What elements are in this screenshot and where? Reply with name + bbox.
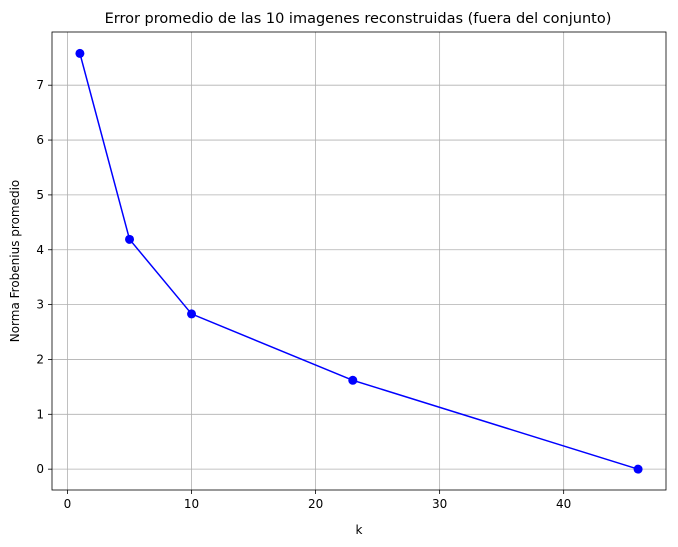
y-tick-label: 0 [36,462,44,476]
x-tick-label: 10 [184,497,199,511]
y-axis-label: Norma Frobenius promedio [8,180,22,343]
y-tick-label: 5 [36,188,44,202]
data-point [187,309,197,319]
chart-title: Error promedio de las 10 imagenes recons… [105,11,612,27]
x-tick-label: 20 [308,497,323,511]
plot-frame [51,31,667,491]
grid [52,32,666,490]
y-tick-label: 2 [36,352,44,366]
y-tick-label: 4 [36,243,44,257]
x-axis-ticks: 0 10 20 30 40 [64,490,571,511]
x-axis-label: k [356,523,363,537]
y-axis-ticks: 0 1 2 3 4 5 6 7 [36,78,52,476]
data-point [348,375,358,385]
y-tick-label: 1 [36,407,44,421]
series-line [75,48,643,474]
y-tick-label: 7 [36,78,44,92]
y-tick-label: 6 [36,133,44,147]
x-tick-label: 0 [64,497,72,511]
y-tick-label: 3 [36,298,44,312]
x-tick-label: 30 [432,497,447,511]
x-tick-label: 40 [556,497,571,511]
series-polyline [79,53,639,470]
data-point [633,464,643,474]
data-point [75,48,85,58]
data-point [125,234,135,244]
